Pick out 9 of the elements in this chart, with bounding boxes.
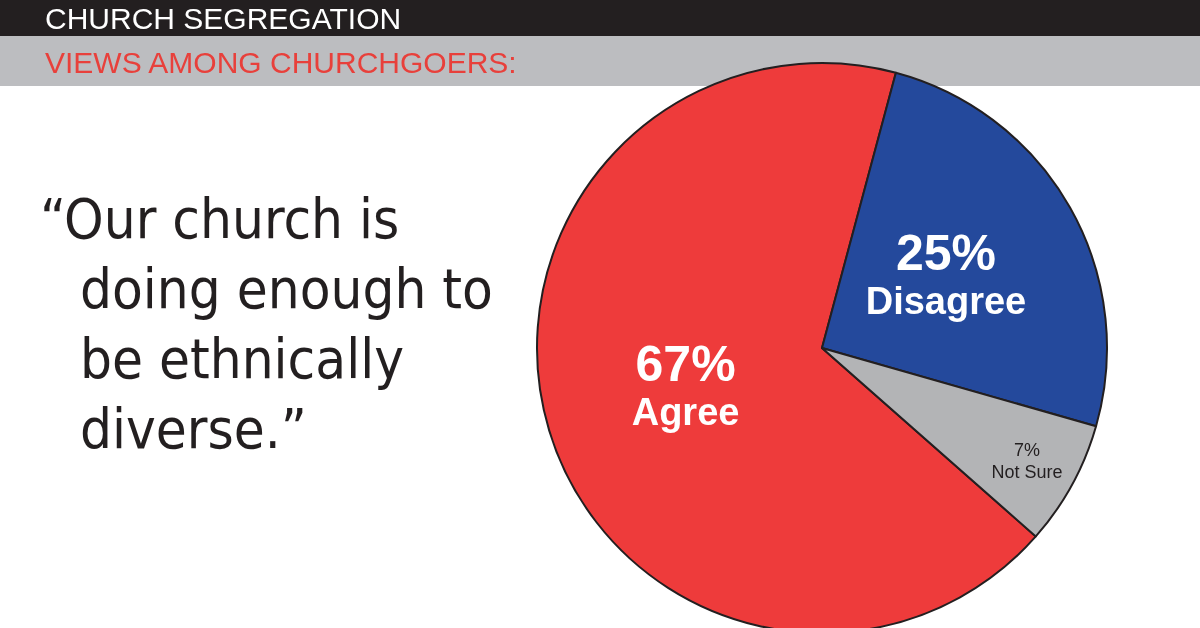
slice-label: Disagree: [865, 279, 1027, 322]
data-label: 67%: [635, 336, 736, 393]
data-label: 7%: [1014, 440, 1041, 461]
text: “Our church is doing enough to be ethnically diverse.”: [40, 186, 493, 461]
slice-label: Not Sure: [991, 462, 1063, 483]
text: CHURCH SEGREGATION: [45, 2, 402, 35]
text: VIEWS AMONG CHURCHGOERS:: [45, 46, 517, 79]
slice-label: Agree: [631, 391, 740, 434]
data-label: 25%: [895, 224, 997, 281]
